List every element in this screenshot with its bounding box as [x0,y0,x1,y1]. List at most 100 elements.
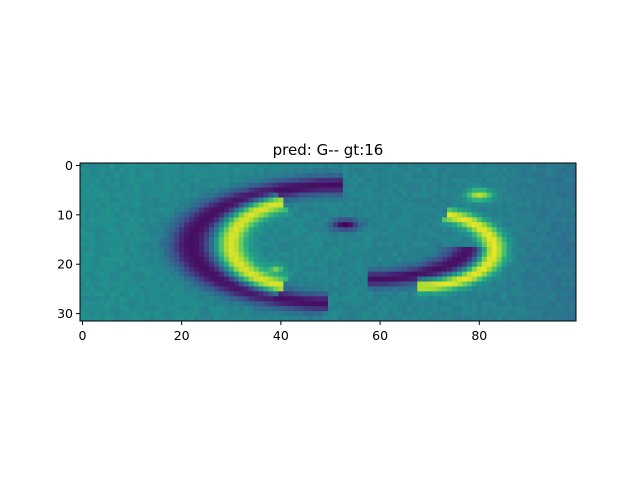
heatmap-cell [308,182,314,189]
heatmap-cell [278,237,284,243]
heatmap-cell [258,212,264,218]
heatmap-cell [347,212,354,218]
heatmap-cell [104,242,111,248]
heatmap-cell [104,227,111,233]
heatmap-cell [432,222,438,228]
heatmap-cell [273,163,279,169]
heatmap-cell [427,301,433,307]
heatmap-cell [432,251,438,258]
heatmap-cell [303,207,309,213]
heatmap-cell [521,281,527,287]
heatmap-cell [466,301,473,307]
heatmap-cell [80,256,86,263]
heatmap-cell [491,246,497,253]
heatmap-cell [144,242,150,248]
heatmap-cell [308,232,314,238]
heatmap-cell [392,291,398,297]
heatmap-cell [89,227,96,233]
heatmap-cell [258,271,264,277]
heatmap-cell [357,316,364,322]
heatmap-cell [243,177,249,184]
heatmap-cell [258,187,264,193]
heatmap-cell [452,207,458,213]
heatmap-cell [432,301,438,307]
heatmap-cell [422,222,428,228]
heatmap-cell [501,177,507,184]
heatmap-cell [80,237,86,243]
heatmap-cell [382,192,388,198]
heatmap-cell [89,256,96,263]
heatmap-cell [571,182,577,189]
heatmap-cell [481,242,488,248]
heatmap-cell [571,306,577,312]
heatmap-cell [556,177,562,184]
heatmap-cell [313,276,319,282]
heatmap-cell [223,311,230,317]
heatmap-cell [159,276,165,282]
heatmap-cell [80,251,86,258]
heatmap-cell [521,251,527,258]
heatmap-cell [323,232,329,238]
heatmap-cell [437,163,443,169]
heatmap-cell [303,177,309,184]
heatmap-cell [238,192,245,198]
heatmap-cell [218,316,225,322]
heatmap-cell [422,256,428,263]
heatmap-cell [228,197,235,203]
heatmap-cell [486,276,493,282]
heatmap-cell [99,172,106,179]
heatmap-cell [511,301,517,307]
heatmap-cell [94,167,101,174]
heatmap-cell [303,227,309,233]
heatmap-cell [352,281,359,287]
heatmap-cell [149,271,155,277]
heatmap-cell [328,296,334,302]
heatmap-cell [442,246,448,253]
heatmap-cell [204,172,210,179]
heatmap-cell [447,251,453,258]
heatmap-cell [278,167,284,174]
heatmap-cell [263,256,269,263]
heatmap-cell [179,227,185,233]
heatmap-cell [89,301,96,307]
heatmap-cell [184,192,190,198]
heatmap-cell [397,291,403,297]
heatmap-cell [496,177,502,184]
heatmap-cell [571,177,577,184]
heatmap-cell [134,197,140,203]
heatmap-cell [387,192,393,198]
heatmap-cell [323,212,329,218]
heatmap-cell [273,251,279,258]
heatmap-cell [571,246,577,253]
heatmap-cell [496,291,502,297]
heatmap-cell [407,217,413,223]
heatmap-cell [298,222,304,228]
heatmap-cell [223,227,230,233]
heatmap-cell [352,251,359,258]
heatmap-cell [452,291,458,297]
heatmap-cell [422,296,428,302]
heatmap-cell [189,266,195,272]
heatmap-cell [119,301,125,307]
heatmap-cell [357,256,364,263]
heatmap-cell [546,311,552,317]
heatmap-cell [263,222,269,228]
heatmap-cell [293,266,299,272]
heatmap-cell [367,246,373,253]
heatmap-cell [347,301,354,307]
heatmap-cell [124,281,130,287]
heatmap-cell [506,167,512,174]
heatmap-cell [466,237,473,243]
heatmap-cell [536,286,542,292]
heatmap-cell [223,163,230,169]
heatmap-cell [432,232,438,238]
heatmap-cell [149,212,155,218]
heatmap-cell [382,256,388,263]
heatmap-cell [94,177,101,184]
heatmap-cell [412,227,418,233]
heatmap-cell [278,311,284,317]
heatmap-cell [243,281,249,287]
heatmap-cell [372,251,378,258]
heatmap-cell [303,246,309,253]
heatmap-cell [486,207,493,213]
